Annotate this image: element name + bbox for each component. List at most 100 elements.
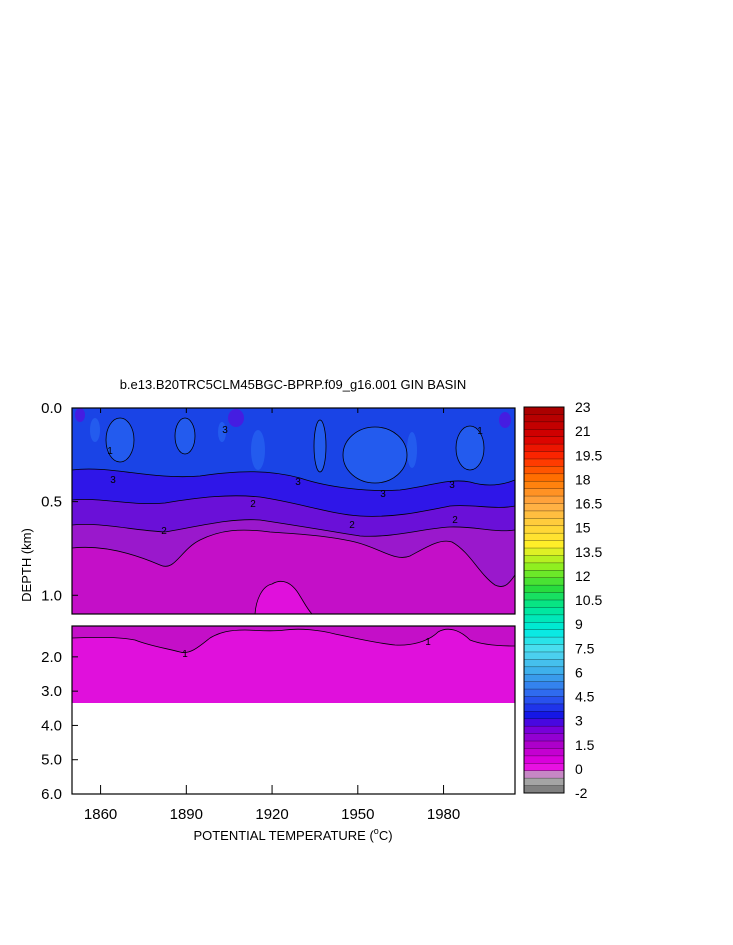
colorbar-swatch [524, 444, 564, 452]
colorbar-swatch [524, 592, 564, 601]
contour-label: 3 [295, 477, 301, 488]
contour-lines-upper [72, 417, 515, 614]
x-axis-title-main: POTENTIAL TEMPERATURE ( [193, 828, 374, 843]
colorbar-label: 23 [575, 399, 591, 415]
colorbar-label: -2 [575, 785, 588, 801]
colorbar-label: 19.5 [575, 447, 602, 463]
x-tick-label: 1860 [84, 806, 117, 823]
contour-label: 1 [107, 446, 113, 457]
y-tick-label: 6.0 [41, 786, 62, 803]
surface-dark-pockets [75, 408, 511, 428]
colorbar-swatch [524, 711, 564, 720]
contour-label: 2 [161, 526, 167, 537]
colorbar-swatch [524, 496, 564, 504]
y-tick-label: 3.0 [41, 683, 62, 700]
colorbar-label: 15 [575, 520, 591, 536]
colorbar-swatch [524, 674, 564, 682]
colorbar-swatch [524, 585, 564, 593]
contour-label: 1 [477, 426, 483, 437]
colorbar-label: 3 [575, 713, 583, 729]
x-tick-label: 1890 [170, 806, 203, 823]
contour-labels: 1 1 1 1 2 2 2 2 3 3 3 3 3 [107, 425, 483, 660]
colorbar-swatch [524, 726, 564, 734]
colorbar-swatch [524, 503, 564, 512]
x-axis-title-sup: o [374, 826, 379, 836]
colorbar-label: 1.5 [575, 737, 595, 753]
contour-label: 3 [380, 489, 386, 500]
y-tick-label: 2.0 [41, 649, 62, 666]
x-axis-title-end: C) [379, 828, 393, 843]
colorbar-swatch [524, 629, 564, 638]
colorbar-swatch [524, 562, 564, 571]
colorbar-label: 4.5 [575, 689, 595, 705]
colorbar-swatch [524, 436, 564, 445]
colorbar-swatch [524, 651, 564, 660]
colorbar-swatch [524, 429, 564, 437]
upper-panel-frame [71, 407, 516, 615]
colorbar-swatch [524, 570, 564, 579]
colorbar-swatch [524, 637, 564, 645]
x-tick-label: 1920 [255, 806, 288, 823]
x-axis: 1860 1890 1920 1950 1980 [84, 408, 460, 823]
colorbar-label: 16.5 [575, 496, 602, 512]
y-axis-upper: 0.0 0.5 1.0 [41, 400, 78, 604]
colorbar-swatch [524, 607, 564, 616]
colorbar-swatch [524, 488, 564, 497]
field-upper-lower [72, 626, 515, 653]
y-tick-label: 1.0 [41, 587, 62, 604]
y-tick-label: 5.0 [41, 752, 62, 769]
colorbar-label: 13.5 [575, 544, 602, 560]
contour-label: 1 [182, 649, 188, 660]
y-tick-label: 4.0 [41, 717, 62, 734]
colorbar-swatch [524, 703, 564, 712]
colorbar-swatch [524, 681, 564, 690]
colorbar [523, 406, 565, 794]
colorbar-swatch [524, 763, 564, 772]
upper-panel-field [72, 408, 515, 614]
contour-label: 2 [452, 515, 458, 526]
colorbar-swatch [524, 481, 564, 489]
contour-label: 1 [425, 637, 431, 648]
colorbar-swatch [524, 510, 564, 519]
field-band-0.5-1 [72, 530, 515, 614]
x-tick-label: 1950 [341, 806, 374, 823]
chart-title: b.e13.B20TRC5CLM45BGC-BPRP.f09_g16.001 G… [120, 377, 467, 392]
colorbar-label: 12 [575, 568, 591, 584]
colorbar-swatch [524, 555, 564, 564]
x-axis-title: POTENTIAL TEMPERATURE (oC) [193, 826, 392, 843]
colorbar-swatch [524, 540, 564, 549]
colorbar-swatch [524, 525, 564, 534]
colorbar-swatch [524, 414, 564, 423]
y-axis-title: DEPTH (km) [19, 528, 34, 602]
colorbar-labels: 23 21 19.5 18 16.5 15 13.5 12 10.5 9 7.5 6 4.5 3 1.5 0 -… [575, 399, 602, 801]
colorbar-label: 21 [575, 423, 591, 439]
colorbar-swatch [524, 518, 564, 527]
contour-line-lower [72, 628, 515, 653]
colorbar-swatch [524, 600, 564, 608]
colorbar-swatch [524, 473, 564, 482]
colorbar-label: 9 [575, 616, 583, 632]
colorbar-swatch [524, 644, 564, 653]
colorbar-swatch [524, 718, 564, 727]
colorbar-swatch [524, 577, 564, 586]
colorbar-swatch [524, 696, 564, 705]
colorbar-label: 18 [575, 471, 591, 487]
lower-panel-field [72, 626, 515, 703]
colorbar-swatch [524, 533, 564, 541]
contour-label: 3 [222, 425, 228, 436]
field-band-0-0.5 [255, 581, 312, 614]
contour-label: 3 [110, 475, 116, 486]
colorbar-label: 0 [575, 761, 583, 777]
colorbar-swatch [524, 770, 564, 779]
y-tick-label: 0.0 [41, 400, 62, 417]
x-tick-label: 1980 [427, 806, 460, 823]
colorbar-swatch [524, 421, 564, 430]
colorbar-swatch [524, 733, 564, 742]
contour-label: 2 [349, 520, 355, 531]
colorbar-swatch [524, 748, 564, 757]
colorbar-swatch [524, 659, 564, 668]
colorbar-swatch [524, 785, 564, 794]
y-axis-lower: 2.0 3.0 4.0 5.0 6.0 [41, 649, 78, 803]
colorbar-frame [523, 406, 565, 794]
